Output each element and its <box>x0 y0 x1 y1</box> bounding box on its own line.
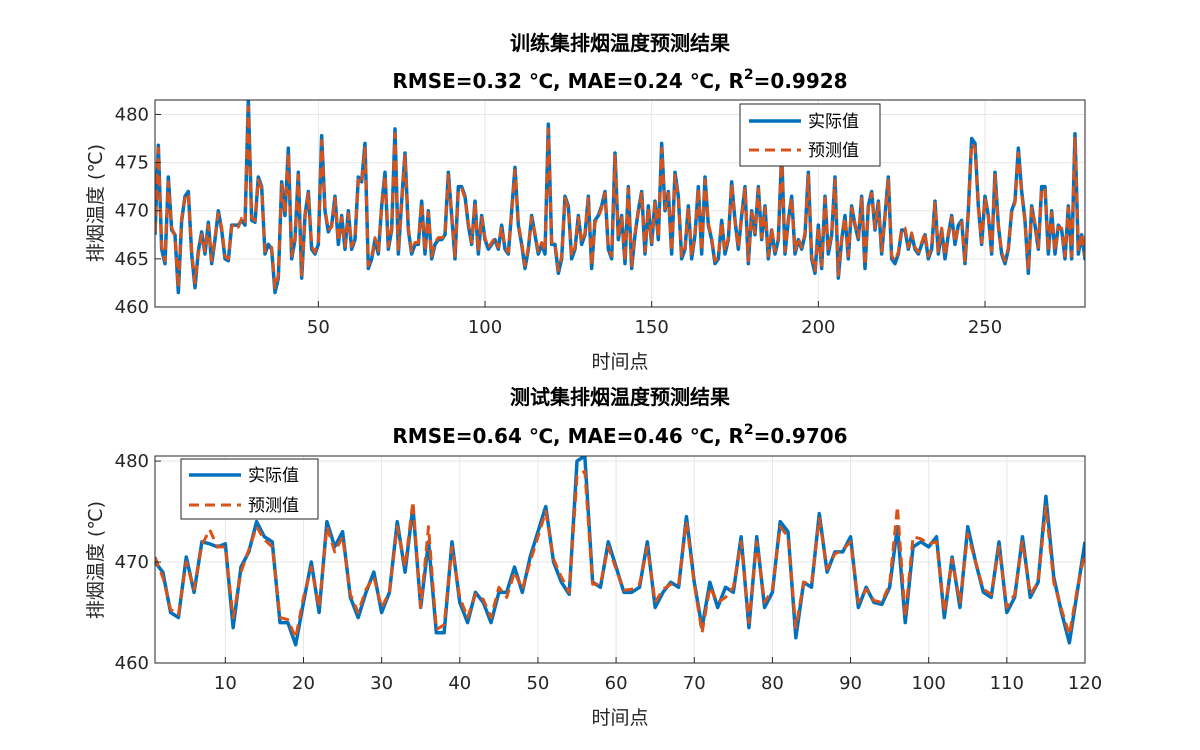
train-axes-box <box>154 99 1086 308</box>
test-legend: 实际值 预测值 <box>180 458 319 520</box>
test-legend-predicted-label: 预测值 <box>248 496 299 516</box>
train-chart-metrics: RMSE=0.32 ℃, MAE=0.24 ℃, R2=0.9928 <box>392 67 847 93</box>
test-chart-metrics: RMSE=0.64 ℃, MAE=0.46 ℃, R2=0.9706 <box>392 422 847 448</box>
train-legend-actual-label: 实际值 <box>808 112 859 132</box>
train-x-tick-label: 100 <box>468 317 502 338</box>
test-x-tick-label: 70 <box>683 673 706 694</box>
test-x-tick-label: 110 <box>990 673 1024 694</box>
test-x-tick-label: 80 <box>761 673 784 694</box>
test-x-tick-label: 40 <box>448 673 471 694</box>
train-grid <box>155 100 1085 308</box>
test-r2-label: R <box>729 424 744 448</box>
train-x-tick-label: 250 <box>968 317 1002 338</box>
train-y-tick-label: 465 <box>115 249 149 270</box>
test-chart: 测试集排烟温度预测结果 RMSE=0.64 ℃, MAE=0.46 ℃, R2=… <box>85 385 1102 729</box>
test-x-tick-label: 10 <box>214 673 237 694</box>
test-legend-actual-label: 实际值 <box>248 466 299 486</box>
train-y-tick-label: 475 <box>115 153 149 174</box>
test-x-tick-label: 30 <box>370 673 393 694</box>
train-y-ticks: 460 465 470 475 480 <box>115 104 161 318</box>
test-chart-title: 测试集排烟温度预测结果 <box>510 385 730 409</box>
test-x-ticks: 10 20 30 40 50 60 70 80 90 100 110 120 <box>214 657 1102 694</box>
train-x-label: 时间点 <box>591 351 648 373</box>
train-chart-title: 训练集排烟温度预测结果 <box>510 31 730 55</box>
test-x-label: 时间点 <box>591 707 648 729</box>
train-y-tick-label: 460 <box>115 297 149 318</box>
test-y-tick-label: 470 <box>115 552 149 573</box>
train-r2-value: =0.9928 <box>754 69 848 93</box>
test-x-tick-label: 60 <box>605 673 628 694</box>
test-y-label: 排烟温度 (℃) <box>85 501 107 619</box>
test-y-ticks: 460 470 480 <box>115 451 161 674</box>
train-x-tick-label: 200 <box>801 317 835 338</box>
test-r2-exp: 2 <box>744 422 754 438</box>
train-legend: 实际值 预测值 <box>739 103 881 167</box>
train-mae: MAE=0.24 ℃ <box>568 69 714 93</box>
train-x-tick-label: 150 <box>634 317 668 338</box>
train-x-tick-label: 50 <box>307 317 330 338</box>
train-y-tick-label: 470 <box>115 201 149 222</box>
test-x-tick-label: 20 <box>292 673 315 694</box>
test-x-tick-label: 120 <box>1068 673 1102 694</box>
train-y-tick-label: 480 <box>115 104 149 125</box>
test-rmse: RMSE=0.64 ℃ <box>392 424 553 448</box>
test-plot-area <box>155 456 1085 647</box>
train-plot-area <box>155 100 1085 295</box>
train-r2-label: R <box>729 69 744 93</box>
test-predicted-series-line <box>155 469 1085 640</box>
train-r2-exp: 2 <box>744 67 754 83</box>
test-x-tick-label: 90 <box>839 673 862 694</box>
test-y-tick-label: 480 <box>115 451 149 472</box>
test-x-tick-label: 50 <box>526 673 549 694</box>
test-axes-box <box>154 455 1086 664</box>
train-x-ticks: 50 100 150 200 250 <box>307 301 1002 338</box>
train-predicted-series-line <box>155 105 1085 290</box>
test-y-tick-label: 460 <box>115 653 149 674</box>
test-r2-value: =0.9706 <box>754 424 848 448</box>
train-legend-predicted-label: 预测值 <box>808 141 859 161</box>
test-x-tick-label: 100 <box>912 673 946 694</box>
train-legend-box <box>739 103 881 167</box>
test-mae: MAE=0.46 ℃ <box>568 424 714 448</box>
test-legend-box <box>180 458 319 520</box>
train-y-label: 排烟温度 (℃) <box>85 144 107 262</box>
train-rmse: RMSE=0.32 ℃ <box>392 69 553 93</box>
train-chart: 训练集排烟温度预测结果 RMSE=0.32 ℃, MAE=0.24 ℃, R2=… <box>85 31 1086 373</box>
